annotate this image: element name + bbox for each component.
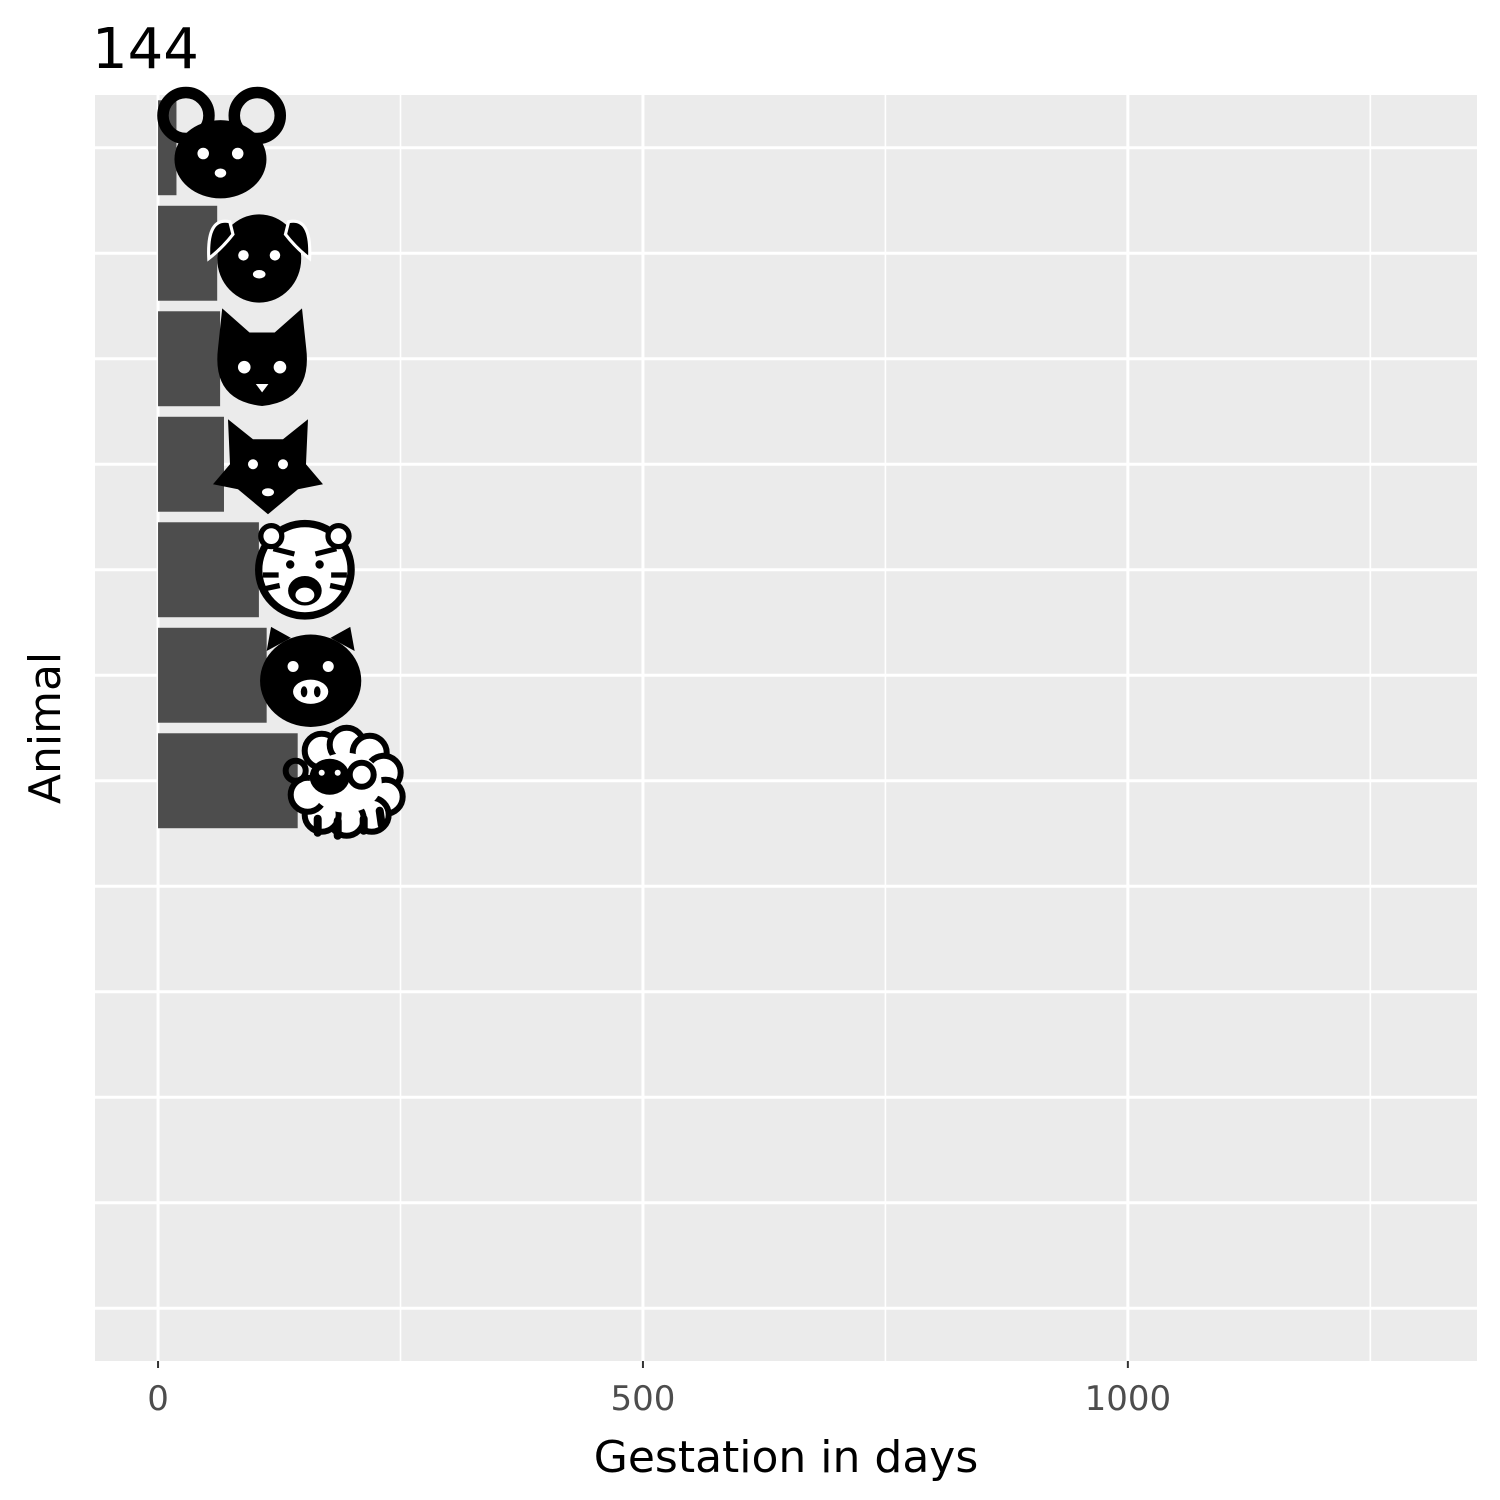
plot-panel — [95, 95, 1477, 1361]
sheep-icon — [282, 724, 406, 840]
bar-tiger — [158, 522, 259, 618]
x-tick-label: 0 — [147, 1379, 169, 1419]
dog-icon — [207, 214, 312, 303]
wolf-icon — [212, 419, 323, 515]
mouse-icon — [157, 86, 287, 199]
x-tick-label: 1000 — [1085, 1379, 1172, 1419]
bar-wolf — [158, 416, 224, 512]
bars — [158, 100, 298, 829]
bar-sheep — [158, 733, 298, 829]
x-axis-ticks: 0 500 1000 — [147, 1361, 1171, 1419]
bar-cat — [158, 311, 221, 407]
x-tick-label: 500 — [610, 1379, 675, 1419]
bar-pig — [158, 627, 267, 723]
cat-icon — [217, 308, 307, 406]
bar-icons — [157, 86, 406, 840]
tiger-icon — [255, 519, 355, 620]
x-axis-label: Gestation in days — [594, 1432, 979, 1483]
pig-icon — [260, 626, 362, 727]
y-axis-label: Animal — [20, 652, 71, 804]
chart-title: 144 — [92, 17, 199, 82]
